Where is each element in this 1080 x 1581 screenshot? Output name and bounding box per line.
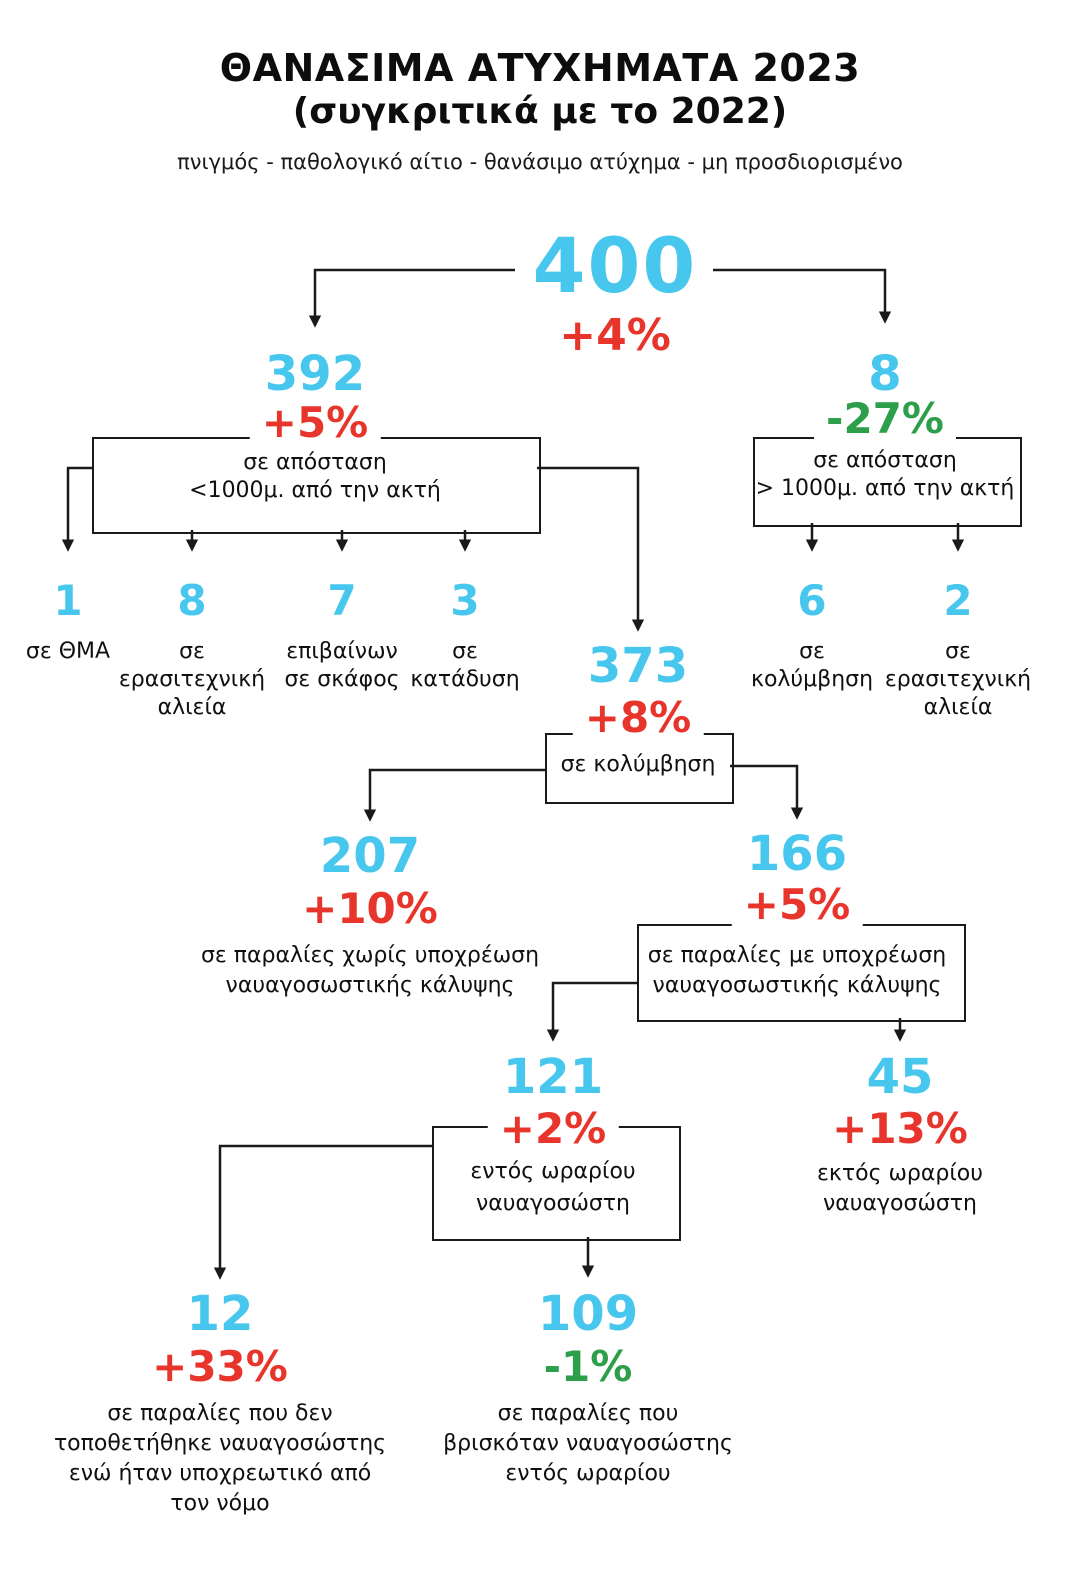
value-lifeguard-present: 109 — [537, 1286, 639, 1342]
page-title-line2: (συγκριτικά με το 2022) — [292, 91, 788, 132]
label-on-vessel-line1: επιβαίνων — [286, 639, 398, 664]
change-total: +4% — [559, 310, 671, 361]
label-amateur-fishing-far-line3: αλιεία — [923, 695, 993, 720]
label-lifeguard-present-line1: σε παραλίες που — [497, 1401, 679, 1426]
connector-swimming-to-beaches-without — [363, 768, 545, 822]
value-no-lifeguard-placed: 12 — [186, 1286, 254, 1342]
connector-near-coast-to-thma — [61, 466, 92, 552]
label-lifeguard-present-line2: βρισκόταν ναυαγοσώστης — [443, 1431, 733, 1456]
label-swimming-far-line1: σε — [799, 639, 825, 664]
label-lifeguard-present-line3: εντός ωραρίου — [505, 1461, 671, 1486]
label-swimming-far-line2: κολύμβηση — [750, 667, 874, 692]
value-swimming: 373 — [587, 638, 689, 694]
connector-total-to-near-coast — [308, 268, 515, 328]
label-within-hours-line1: εντός ωραρίου — [470, 1159, 636, 1184]
label-outside-hours-line1: εκτός ωραρίου — [817, 1161, 983, 1186]
page-subtitle: πνιγμός - παθολογικό αίτιο - θανάσιμο ατ… — [177, 150, 903, 174]
label-on-vessel-line2: σε σκάφος — [284, 667, 400, 692]
label-amateur-fishing-near-line1: σε — [179, 639, 205, 664]
label-diving-line1: σε — [452, 639, 478, 664]
label-amateur-fishing-far-line1: σε — [945, 639, 971, 664]
label-no-lifeguard-placed-line1: σε παραλίες που δεν — [107, 1401, 333, 1426]
label-no-lifeguard-placed-line3: ενώ ήταν υποχρεωτικό από — [68, 1461, 372, 1486]
change-within-hours: +2% — [487, 1108, 619, 1150]
value-diving: 3 — [450, 576, 480, 625]
label-thma: σε ΘΜΑ — [25, 639, 111, 664]
label-near-coast-line2: <1000μ. από την ακτή — [189, 478, 441, 503]
label-far-coast-line2: > 1000μ. από την ακτή — [755, 476, 1015, 501]
value-beaches-without: 207 — [319, 828, 421, 884]
change-beaches-with: +5% — [731, 884, 863, 926]
value-thma: 1 — [53, 576, 83, 625]
label-no-lifeguard-placed-line2: τοποθετήθηκε ναυαγοσώστης — [53, 1431, 387, 1456]
label-within-hours-line2: ναυαγοσώστη — [476, 1191, 630, 1216]
connector-near-coast-to-swimming — [537, 466, 645, 632]
label-outside-hours-line2: ναυαγοσώστη — [823, 1191, 977, 1216]
connector-total-to-far-coast — [713, 268, 892, 324]
change-no-lifeguard-placed: +33% — [152, 1342, 288, 1391]
page-title: ΘΑΝΑΣΙΜΑ ΑΤΥΧΗΜΑΤΑ 2023 — [219, 46, 861, 90]
label-no-lifeguard-placed-line4: τον νόμο — [170, 1491, 270, 1516]
label-beaches-without-line2: ναυαγοσωστικής κάλυψης — [225, 973, 515, 998]
label-swimming: σε κολύμβηση — [560, 752, 716, 777]
value-on-vessel: 7 — [327, 576, 357, 625]
value-near-coast: 392 — [264, 346, 366, 402]
change-swimming: +8% — [572, 697, 704, 739]
label-beaches-without-line1: σε παραλίες χωρίς υποχρέωση — [200, 943, 540, 968]
change-beaches-without: +10% — [302, 884, 438, 933]
label-near-coast-line1: σε απόσταση — [243, 450, 387, 475]
value-outside-hours: 45 — [866, 1049, 934, 1105]
value-total: 400 — [532, 221, 698, 310]
label-diving-line2: κατάδυση — [410, 667, 520, 692]
value-within-hours: 121 — [502, 1049, 604, 1105]
connector-within-hours-to-no-lifeguard-placed — [213, 1144, 432, 1280]
label-amateur-fishing-near-line2: ερασιτεχνική — [118, 667, 266, 692]
connector-beaches-with-to-within-hours — [546, 981, 637, 1042]
change-near-coast: +5% — [249, 402, 381, 444]
label-beaches-with-line2: ναυαγοσωστικής κάλυψης — [652, 973, 942, 998]
value-amateur-fishing-far: 2 — [943, 576, 973, 625]
label-amateur-fishing-near-line3: αλιεία — [157, 695, 227, 720]
value-far-coast: 8 — [868, 346, 902, 402]
value-amateur-fishing-near: 8 — [177, 576, 207, 625]
value-swimming-far: 6 — [797, 576, 827, 625]
connector-swimming-to-beaches-with — [730, 764, 804, 820]
label-far-coast-line1: σε απόσταση — [813, 448, 957, 473]
change-far-coast: -27% — [814, 398, 956, 440]
change-outside-hours: +13% — [832, 1104, 968, 1153]
label-amateur-fishing-far-line2: ερασιτεχνική — [884, 667, 1032, 692]
value-beaches-with: 166 — [746, 826, 848, 882]
label-beaches-with-line1: σε παραλίες με υποχρέωση — [647, 943, 947, 968]
change-lifeguard-present: -1% — [543, 1342, 633, 1391]
